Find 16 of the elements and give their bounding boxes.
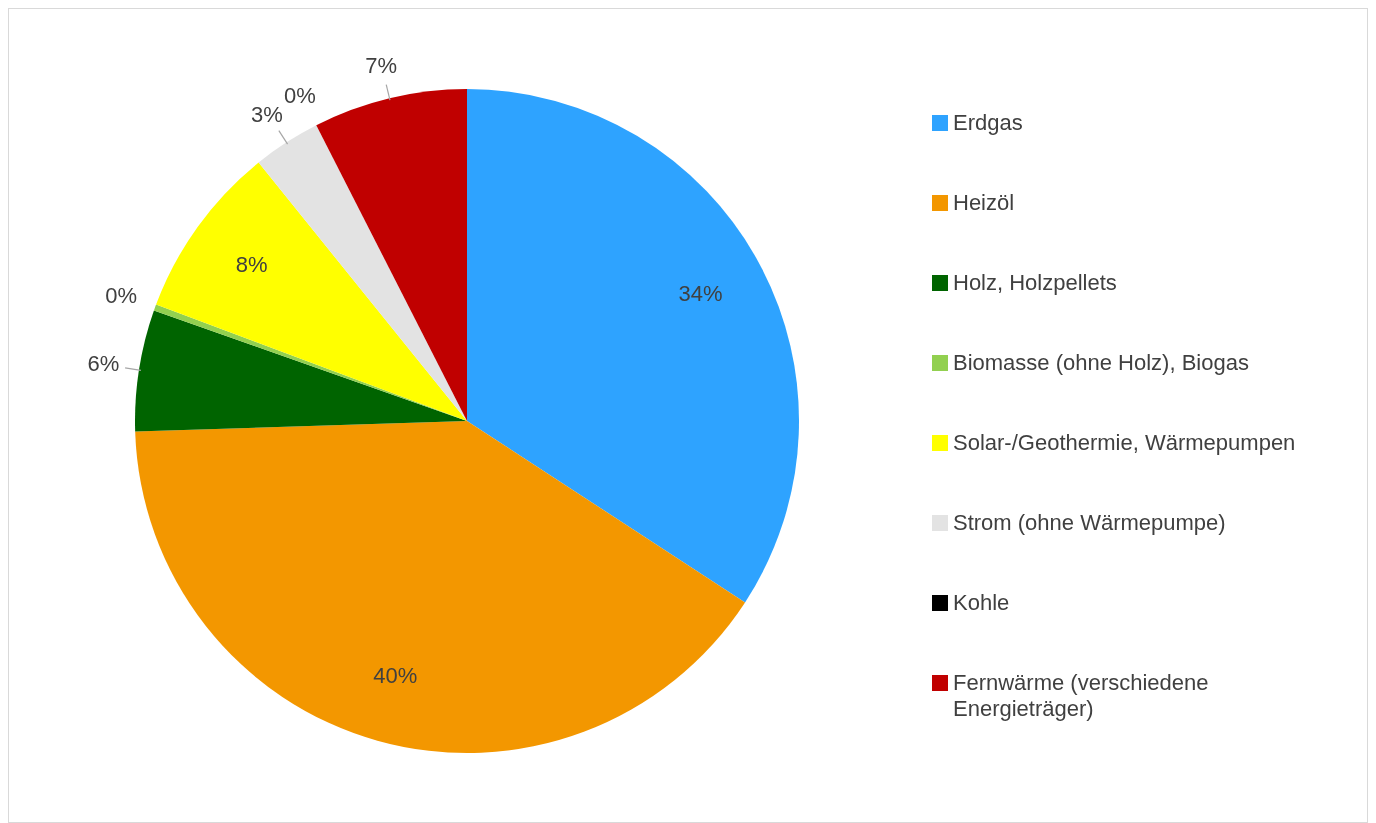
legend-label: Erdgas: [953, 110, 1023, 136]
data-label: 8%: [235, 251, 268, 277]
text: 0%: [284, 82, 316, 108]
data-label: 6%: [87, 351, 120, 377]
legend-label: Heizöl: [953, 190, 1015, 216]
legend-label: Kohle: [953, 590, 1010, 616]
data-label: 0%: [105, 282, 138, 308]
data-label: 34%: [678, 280, 723, 306]
data-label: 7%: [365, 53, 397, 79]
data-label: 3%: [251, 101, 283, 127]
legend-label: Strom (ohne Wärmepumpe): [953, 510, 1226, 536]
legend-label: Holz, Holzpellets: [953, 270, 1117, 296]
legend-label: Solar-/Geothermie, Wärmepumpen: [953, 430, 1296, 456]
legend-label: Fernwärme (verschiedene Energieträger): [953, 670, 1210, 722]
legend-label: Biomasse (ohne Holz), Biogas: [953, 350, 1249, 376]
data-label: 40%: [373, 662, 418, 688]
